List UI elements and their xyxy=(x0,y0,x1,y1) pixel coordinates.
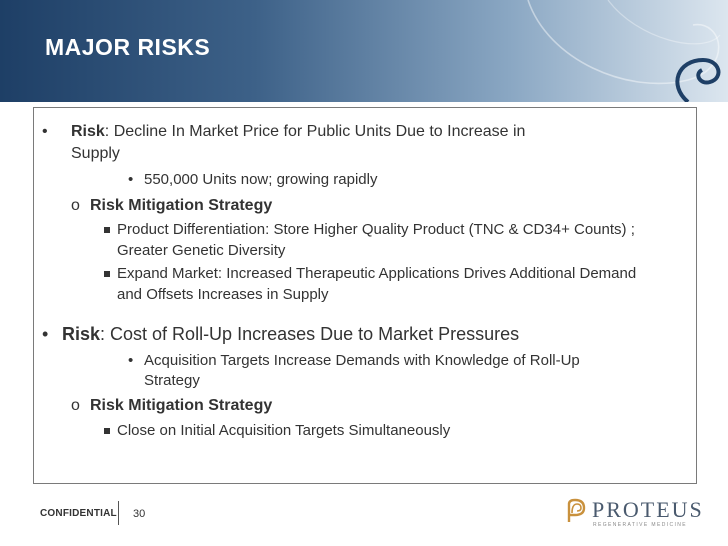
risk1-sub-item: 550,000 Units now; growing rapidly xyxy=(144,171,378,188)
risk2-text: : Cost of Roll-Up Increases Due to Marke… xyxy=(100,324,520,344)
risk2-sub-bullet: • xyxy=(128,352,134,369)
square-bullet-icon xyxy=(104,271,110,277)
risk2-bullet: • xyxy=(42,324,49,344)
risk1-label: Risk xyxy=(71,123,105,140)
risk2-strategy-1: Close on Initial Acquisition Targets Sim… xyxy=(117,422,451,439)
risk2-mitigation-title: Risk Mitigation Strategy xyxy=(90,397,273,414)
confidential-label: CONFIDENTIAL xyxy=(40,508,117,519)
risk1-strategy-2-continued: and Offsets Increases in Supply xyxy=(117,286,329,303)
risk1-text: : Decline In Market Price for Public Uni… xyxy=(104,123,526,140)
spiral-swirl-decoration xyxy=(527,0,721,102)
risk1-text-continued: Supply xyxy=(71,145,120,162)
risk2-sub-item-continued: Strategy xyxy=(144,372,200,389)
logo-tagline: REGENERATIVE MEDICINE xyxy=(593,522,688,528)
risk1-bullet: • xyxy=(42,123,48,140)
page-number: 30 xyxy=(133,508,146,520)
risk2-label: Risk xyxy=(62,324,101,344)
proteus-logo: PROTEUS REGENERATIVE MEDICINE xyxy=(566,498,706,528)
logo-name: PROTEUS xyxy=(592,497,704,522)
risk1-strategy-2: Expand Market: Increased Therapeutic App… xyxy=(117,265,637,282)
slide-header: MAJOR RISKS xyxy=(0,0,728,102)
risk1-strategy-1-continued: Greater Genetic Diversity xyxy=(117,242,286,259)
risk2-mitigation-marker: o xyxy=(71,397,80,414)
risk2-sub-item: Acquisition Targets Increase Demands wit… xyxy=(144,352,580,369)
risk2-heading: Risk: Cost of Roll-Up Increases Due to M… xyxy=(62,322,519,346)
footer-divider xyxy=(118,501,119,525)
risk1-mitigation-marker: o xyxy=(71,197,80,214)
square-bullet-icon xyxy=(104,227,110,233)
proteus-shell-icon xyxy=(567,498,586,522)
risk1-strategy-1: Product Differentiation: Store Higher Qu… xyxy=(117,221,635,238)
risk1-heading: Risk: Decline In Market Price for Public… xyxy=(71,121,525,143)
risk1-sub-bullet: • xyxy=(128,171,134,188)
risk1-mitigation-title: Risk Mitigation Strategy xyxy=(90,197,273,214)
square-bullet-icon xyxy=(104,428,110,434)
content-box xyxy=(33,107,697,484)
slide-title: MAJOR RISKS xyxy=(45,34,211,60)
